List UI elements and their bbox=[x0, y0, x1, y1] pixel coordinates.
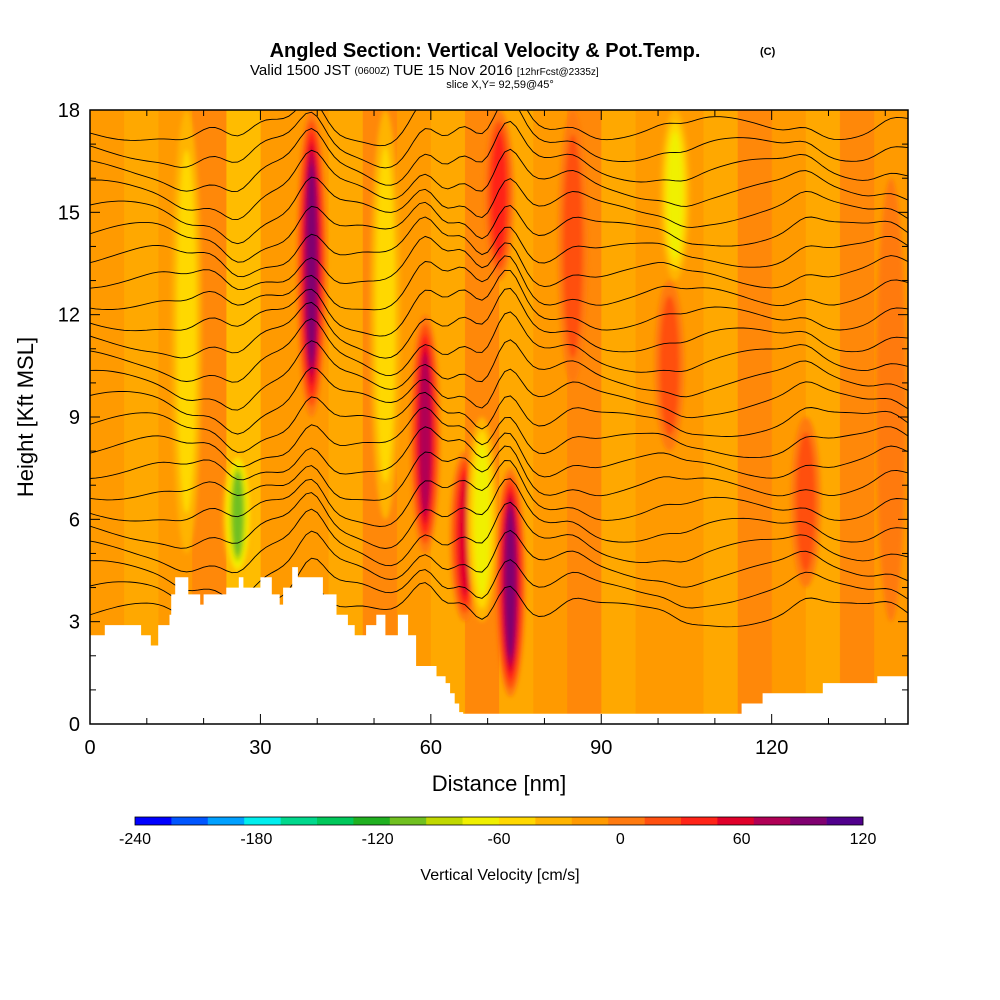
theta-contour bbox=[90, 311, 908, 383]
colorbar-frame bbox=[134, 816, 864, 826]
colorbar-swatch bbox=[644, 817, 682, 825]
plot-area bbox=[90, 110, 908, 724]
colorbar-tick-label: -120 bbox=[362, 831, 394, 848]
theta-contour bbox=[90, 269, 908, 337]
velocity-band bbox=[839, 110, 875, 724]
colorbar-swatch bbox=[826, 817, 864, 825]
updraft-cell bbox=[491, 131, 507, 259]
colorbar-tick-label: 0 bbox=[616, 831, 625, 848]
colorbar-swatch bbox=[353, 817, 391, 825]
x-axis-label: Distance [nm] bbox=[432, 771, 567, 796]
y-tick-label: 18 bbox=[58, 100, 80, 122]
updraft-cell bbox=[875, 178, 906, 622]
theta-contour bbox=[90, 460, 908, 527]
theta-contour bbox=[90, 287, 908, 359]
theta-contours bbox=[90, 110, 908, 644]
forecast-info: [12hrFcst@2335z] bbox=[517, 67, 599, 78]
x-tick-label: 120 bbox=[755, 737, 788, 759]
colorbar-swatch bbox=[753, 817, 791, 825]
downdraft-cell bbox=[474, 443, 490, 596]
colorbar bbox=[134, 816, 864, 826]
theta-contour bbox=[90, 120, 908, 193]
y-axis: 0 3 6 9 12 15 18 bbox=[58, 100, 908, 736]
colorbar-label: Vertical Velocity [cm/s] bbox=[420, 867, 579, 884]
velocity-band bbox=[805, 110, 841, 724]
colorbar-swatch bbox=[135, 817, 172, 825]
velocity-cells bbox=[171, 110, 906, 697]
colorbar-swatch bbox=[608, 817, 645, 825]
y-tick-label: 0 bbox=[69, 714, 80, 736]
theta-contour bbox=[90, 391, 908, 453]
colorbar-swatch bbox=[244, 817, 281, 825]
y-tick-label: 6 bbox=[69, 509, 80, 531]
theta-contour bbox=[90, 176, 908, 245]
theta-contour bbox=[90, 110, 908, 169]
colorbar-ticks: -240 -180 -120 -60 0 60 120 bbox=[119, 831, 876, 848]
downdraft-cell bbox=[375, 146, 396, 483]
colorbar-swatch bbox=[681, 817, 718, 825]
colorbar-swatch bbox=[207, 817, 245, 825]
y-tick-label: 12 bbox=[58, 305, 80, 327]
updraft-cell bbox=[659, 295, 680, 436]
downdraft-cell bbox=[176, 149, 197, 514]
colorbar-swatch bbox=[317, 817, 354, 825]
colorbar-swatch bbox=[571, 817, 609, 825]
title-unit: (C) bbox=[760, 46, 776, 58]
subtitle-time: Valid 1500 JST (0600Z) TUE 15 Nov 2016 [… bbox=[250, 61, 599, 79]
colorbar-swatch bbox=[462, 817, 500, 825]
colorbar-swatch bbox=[499, 817, 536, 825]
theta-contour bbox=[90, 367, 908, 435]
terrain bbox=[90, 567, 908, 724]
x-tick-label: 90 bbox=[590, 737, 612, 759]
colorbar-swatch bbox=[389, 817, 427, 825]
theta-contour bbox=[90, 478, 908, 549]
colorbar-tick-label: 60 bbox=[733, 831, 751, 848]
velocity-band bbox=[124, 110, 159, 724]
velocity-band bbox=[703, 110, 739, 724]
colorbar-swatch bbox=[280, 817, 318, 825]
theta-contour bbox=[90, 235, 908, 291]
theta-contour bbox=[90, 216, 908, 278]
y-axis-label: Height [Kft MSL] bbox=[13, 337, 38, 497]
colorbar-swatch bbox=[426, 817, 463, 825]
theta-contour bbox=[90, 339, 908, 411]
colorbar-tick-label: -180 bbox=[240, 831, 272, 848]
theta-contour bbox=[90, 445, 908, 501]
colorbar-tick-label: -240 bbox=[119, 831, 151, 848]
x-axis: 0 30 60 90 120 bbox=[84, 110, 886, 759]
valid-date: TUE 15 Nov 2016 bbox=[393, 62, 512, 79]
velocity-band bbox=[601, 110, 636, 724]
colorbar-swatch bbox=[790, 817, 827, 825]
updraft-cell bbox=[306, 163, 317, 364]
colorbar-tick-label: 120 bbox=[850, 831, 877, 848]
chart-title: Angled Section: Vertical Velocity & Pot.… bbox=[270, 40, 701, 62]
slice-label: slice X,Y= 92,59@45° bbox=[446, 79, 554, 91]
theta-contour bbox=[90, 426, 908, 481]
downdraft-cell bbox=[667, 131, 683, 259]
theta-contour bbox=[90, 406, 908, 468]
x-tick-label: 30 bbox=[249, 737, 271, 759]
colorbar-swatch bbox=[535, 817, 573, 825]
x-tick-label: 0 bbox=[84, 737, 95, 759]
theta-contour bbox=[90, 501, 908, 574]
colorbar-swatch bbox=[171, 817, 209, 825]
colorbar-swatch bbox=[717, 817, 755, 825]
colorbar-tick-label: -60 bbox=[487, 831, 510, 848]
updraft-cell bbox=[505, 507, 516, 658]
velocity-band bbox=[771, 110, 807, 724]
updraft-cell bbox=[419, 353, 431, 515]
y-tick-label: 3 bbox=[69, 612, 80, 634]
theta-contour bbox=[90, 110, 908, 147]
theta-contour bbox=[90, 201, 908, 263]
y-tick-label: 9 bbox=[69, 407, 80, 429]
y-tick-label: 15 bbox=[58, 202, 80, 224]
valid-time: Valid 1500 JST bbox=[250, 62, 350, 79]
velocity-band bbox=[737, 110, 773, 724]
theta-contour bbox=[90, 148, 908, 221]
x-tick-label: 60 bbox=[420, 737, 442, 759]
downdraft-cell bbox=[232, 471, 244, 557]
utc-time: (0600Z) bbox=[355, 66, 390, 77]
theta-contour bbox=[90, 255, 908, 311]
